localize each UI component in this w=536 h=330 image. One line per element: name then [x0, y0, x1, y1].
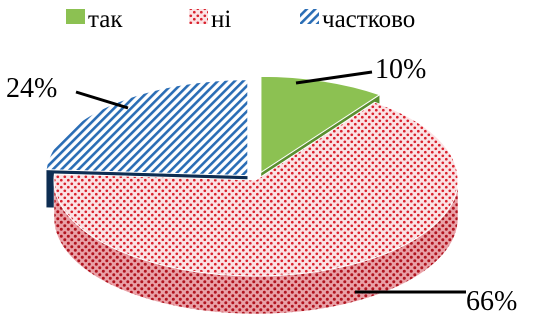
leader-line-tak: [295, 70, 373, 85]
legend-label-tak: так: [88, 6, 123, 33]
data-label-ni: 66%: [466, 286, 517, 317]
legend-label-ni: ні: [211, 6, 231, 33]
leader-line-chastkovo: [75, 90, 129, 110]
legend-label-chastkovo: частково: [322, 6, 415, 33]
pie-slices: [45, 75, 459, 315]
pie-slice-chastkovo: [45, 79, 249, 177]
legend-swatch-tak: [66, 9, 85, 24]
legend-swatch-chastkovo: [300, 9, 319, 24]
pie-slice-ni: [53, 101, 459, 277]
legend-item-chastkovo: частково: [300, 6, 415, 33]
pie-slice-tak: [260, 75, 381, 174]
legend-item-tak: так: [66, 6, 123, 33]
leader-lines: [75, 70, 466, 294]
legend: так ні частково: [66, 6, 415, 33]
legend-swatch-ni: [189, 9, 208, 24]
data-label-chastkovo: 24%: [6, 73, 57, 104]
data-label-tak: 10%: [375, 54, 426, 85]
legend-item-ni: ні: [189, 6, 231, 33]
